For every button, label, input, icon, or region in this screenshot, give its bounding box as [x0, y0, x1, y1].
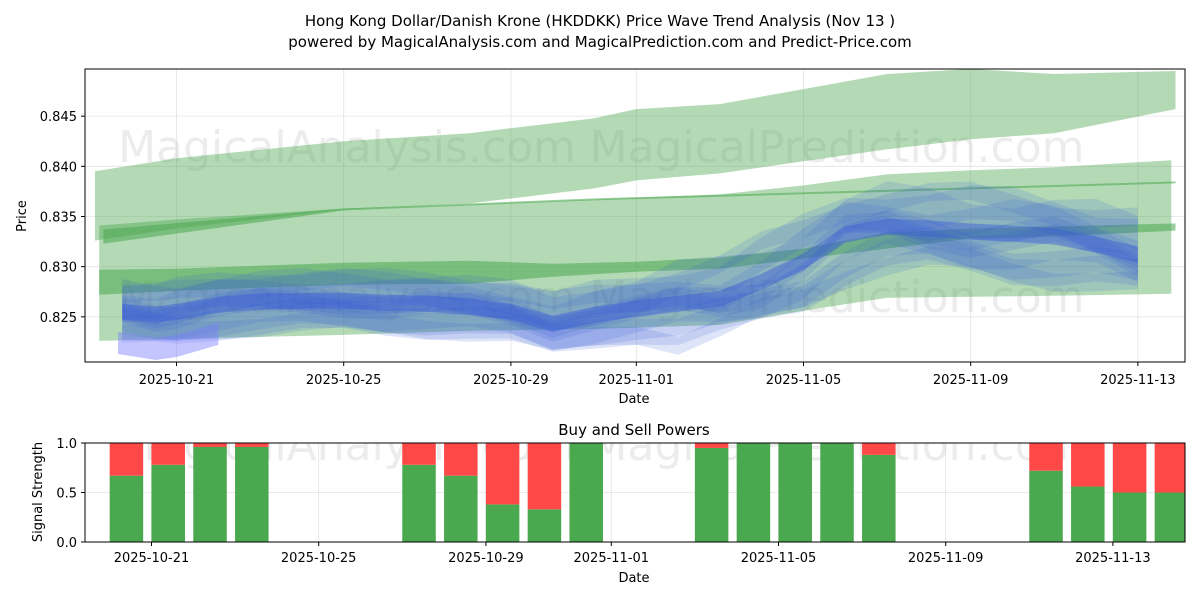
trend-band-3: [99, 223, 1176, 295]
price-x-tick-label: 2025-10-25: [306, 373, 382, 388]
buy-bar: [1154, 492, 1185, 542]
trend-band-1: [99, 160, 1172, 341]
price-wave-5: [122, 185, 1138, 326]
buy-bar: [527, 509, 562, 542]
trend-band-2: [103, 181, 1176, 244]
price-wave-4: [122, 199, 1138, 333]
signal-y-ticks: 0.0 0.5 1.0: [56, 437, 85, 551]
sell-bar: [485, 443, 520, 505]
buy-bar: [485, 504, 520, 542]
signal-x-tick-label: 2025-11-05: [741, 551, 817, 566]
price-x-ticks: 2025-10-21 2025-10-25 2025-10-29 2025-11-01…: [139, 362, 1176, 388]
price-x-tick-label: 2025-11-05: [766, 373, 842, 388]
signal-x-tick-label: 2025-11-09: [908, 551, 984, 566]
signal-x-tick-label: 2025-10-21: [114, 551, 190, 566]
signal-x-tick-label: 2025-10-29: [448, 551, 524, 566]
buy-bar: [820, 443, 854, 542]
buy-bar: [444, 475, 478, 542]
price-y-tick-label: 0.830: [40, 261, 77, 276]
price-y-tick-label: 0.840: [40, 160, 77, 175]
price-wave-core: [122, 218, 1138, 332]
price-wave-2: [122, 209, 1138, 351]
sell-bar: [1112, 443, 1147, 493]
price-x-label: Date: [618, 392, 649, 407]
price-x-tick-label: 2025-11-09: [933, 373, 1009, 388]
price-y-tick-label: 0.835: [40, 211, 77, 226]
price-wave-6: [122, 181, 1138, 309]
signal-y-tick-label: 1.0: [56, 437, 77, 452]
sell-bar: [1029, 443, 1063, 471]
buy-bar: [694, 447, 729, 542]
price-wave-low-tail: [118, 322, 219, 360]
buy-bar: [151, 464, 185, 542]
buy-bar: [862, 454, 896, 542]
buy-bar: [736, 443, 771, 542]
signal-x-tick-label: 2025-10-25: [281, 551, 357, 566]
trend-band-0: [95, 69, 1176, 241]
sell-bar: [527, 443, 562, 510]
sell-bar: [444, 443, 478, 476]
sell-bar: [235, 443, 269, 447]
signal-y-tick-label: 0.5: [56, 487, 77, 502]
sell-bar: [151, 443, 185, 465]
watermark-prediction-top: MagicalPrediction.com: [590, 122, 1085, 173]
watermark-prediction-mid: MagicalPrediction.com: [590, 272, 1085, 323]
buy-bar: [1029, 470, 1063, 542]
price-wave-9: [122, 215, 1138, 342]
signal-x-label: Date: [618, 571, 649, 586]
price-panel: MagicalAnalysis.com MagicalPrediction.co…: [15, 68, 1186, 407]
buy-bar: [778, 443, 812, 542]
buy-bar: [235, 446, 269, 542]
sell-bar: [1154, 443, 1185, 493]
signal-y-label: Signal Strength: [31, 442, 46, 542]
trend-bands: [95, 69, 1176, 341]
sell-bar: [193, 443, 227, 447]
sell-bar: [862, 443, 896, 455]
price-wave-1: [122, 227, 1138, 349]
buy-bar: [1112, 492, 1147, 542]
sell-bar: [1071, 443, 1105, 487]
price-wave-8: [122, 181, 1138, 332]
chart-title: Hong Kong Dollar/Danish Krone (HKDDKK) P…: [305, 12, 895, 30]
price-waves: [118, 181, 1138, 360]
signal-panel: Buy and Sell Powers MagicalAnalysis.com …: [31, 421, 1186, 586]
signal-x-tick-label: 2025-11-01: [574, 551, 650, 566]
price-wave-0: [122, 246, 1138, 355]
price-y-tick-label: 0.845: [40, 110, 77, 125]
signal-title: Buy and Sell Powers: [558, 421, 710, 439]
buy-bar: [569, 443, 603, 542]
signal-y-tick-label: 0.0: [56, 536, 77, 551]
price-plot-frame: [84, 68, 1186, 363]
watermark-analysis-top: MagicalAnalysis.com: [118, 122, 576, 173]
price-x-tick-label: 2025-11-01: [599, 373, 675, 388]
price-x-tick-label: 2025-11-13: [1100, 373, 1176, 388]
chart-subtitle: powered by MagicalAnalysis.com and Magic…: [288, 33, 912, 51]
sell-bar: [694, 443, 729, 448]
buy-bar: [193, 446, 227, 542]
price-y-ticks: 0.825 0.830 0.835 0.840 0.845: [40, 110, 85, 326]
price-wave-7: [122, 233, 1138, 352]
price-x-tick-label: 2025-10-21: [139, 373, 215, 388]
price-wave-3: [122, 211, 1138, 338]
sell-bar: [402, 443, 436, 465]
signal-x-ticks: 2025-10-21 2025-10-25 2025-10-29 2025-11-01…: [114, 542, 1151, 566]
sell-bar: [109, 443, 144, 476]
price-y-tick-label: 0.825: [40, 311, 77, 326]
price-x-tick-label: 2025-10-29: [473, 373, 549, 388]
signal-bars: [109, 443, 1185, 542]
price-y-label: Price: [15, 200, 30, 232]
buy-bar: [402, 464, 436, 542]
buy-bar: [1071, 486, 1105, 542]
buy-bar: [109, 475, 144, 542]
signal-x-tick-label: 2025-11-13: [1075, 551, 1151, 566]
